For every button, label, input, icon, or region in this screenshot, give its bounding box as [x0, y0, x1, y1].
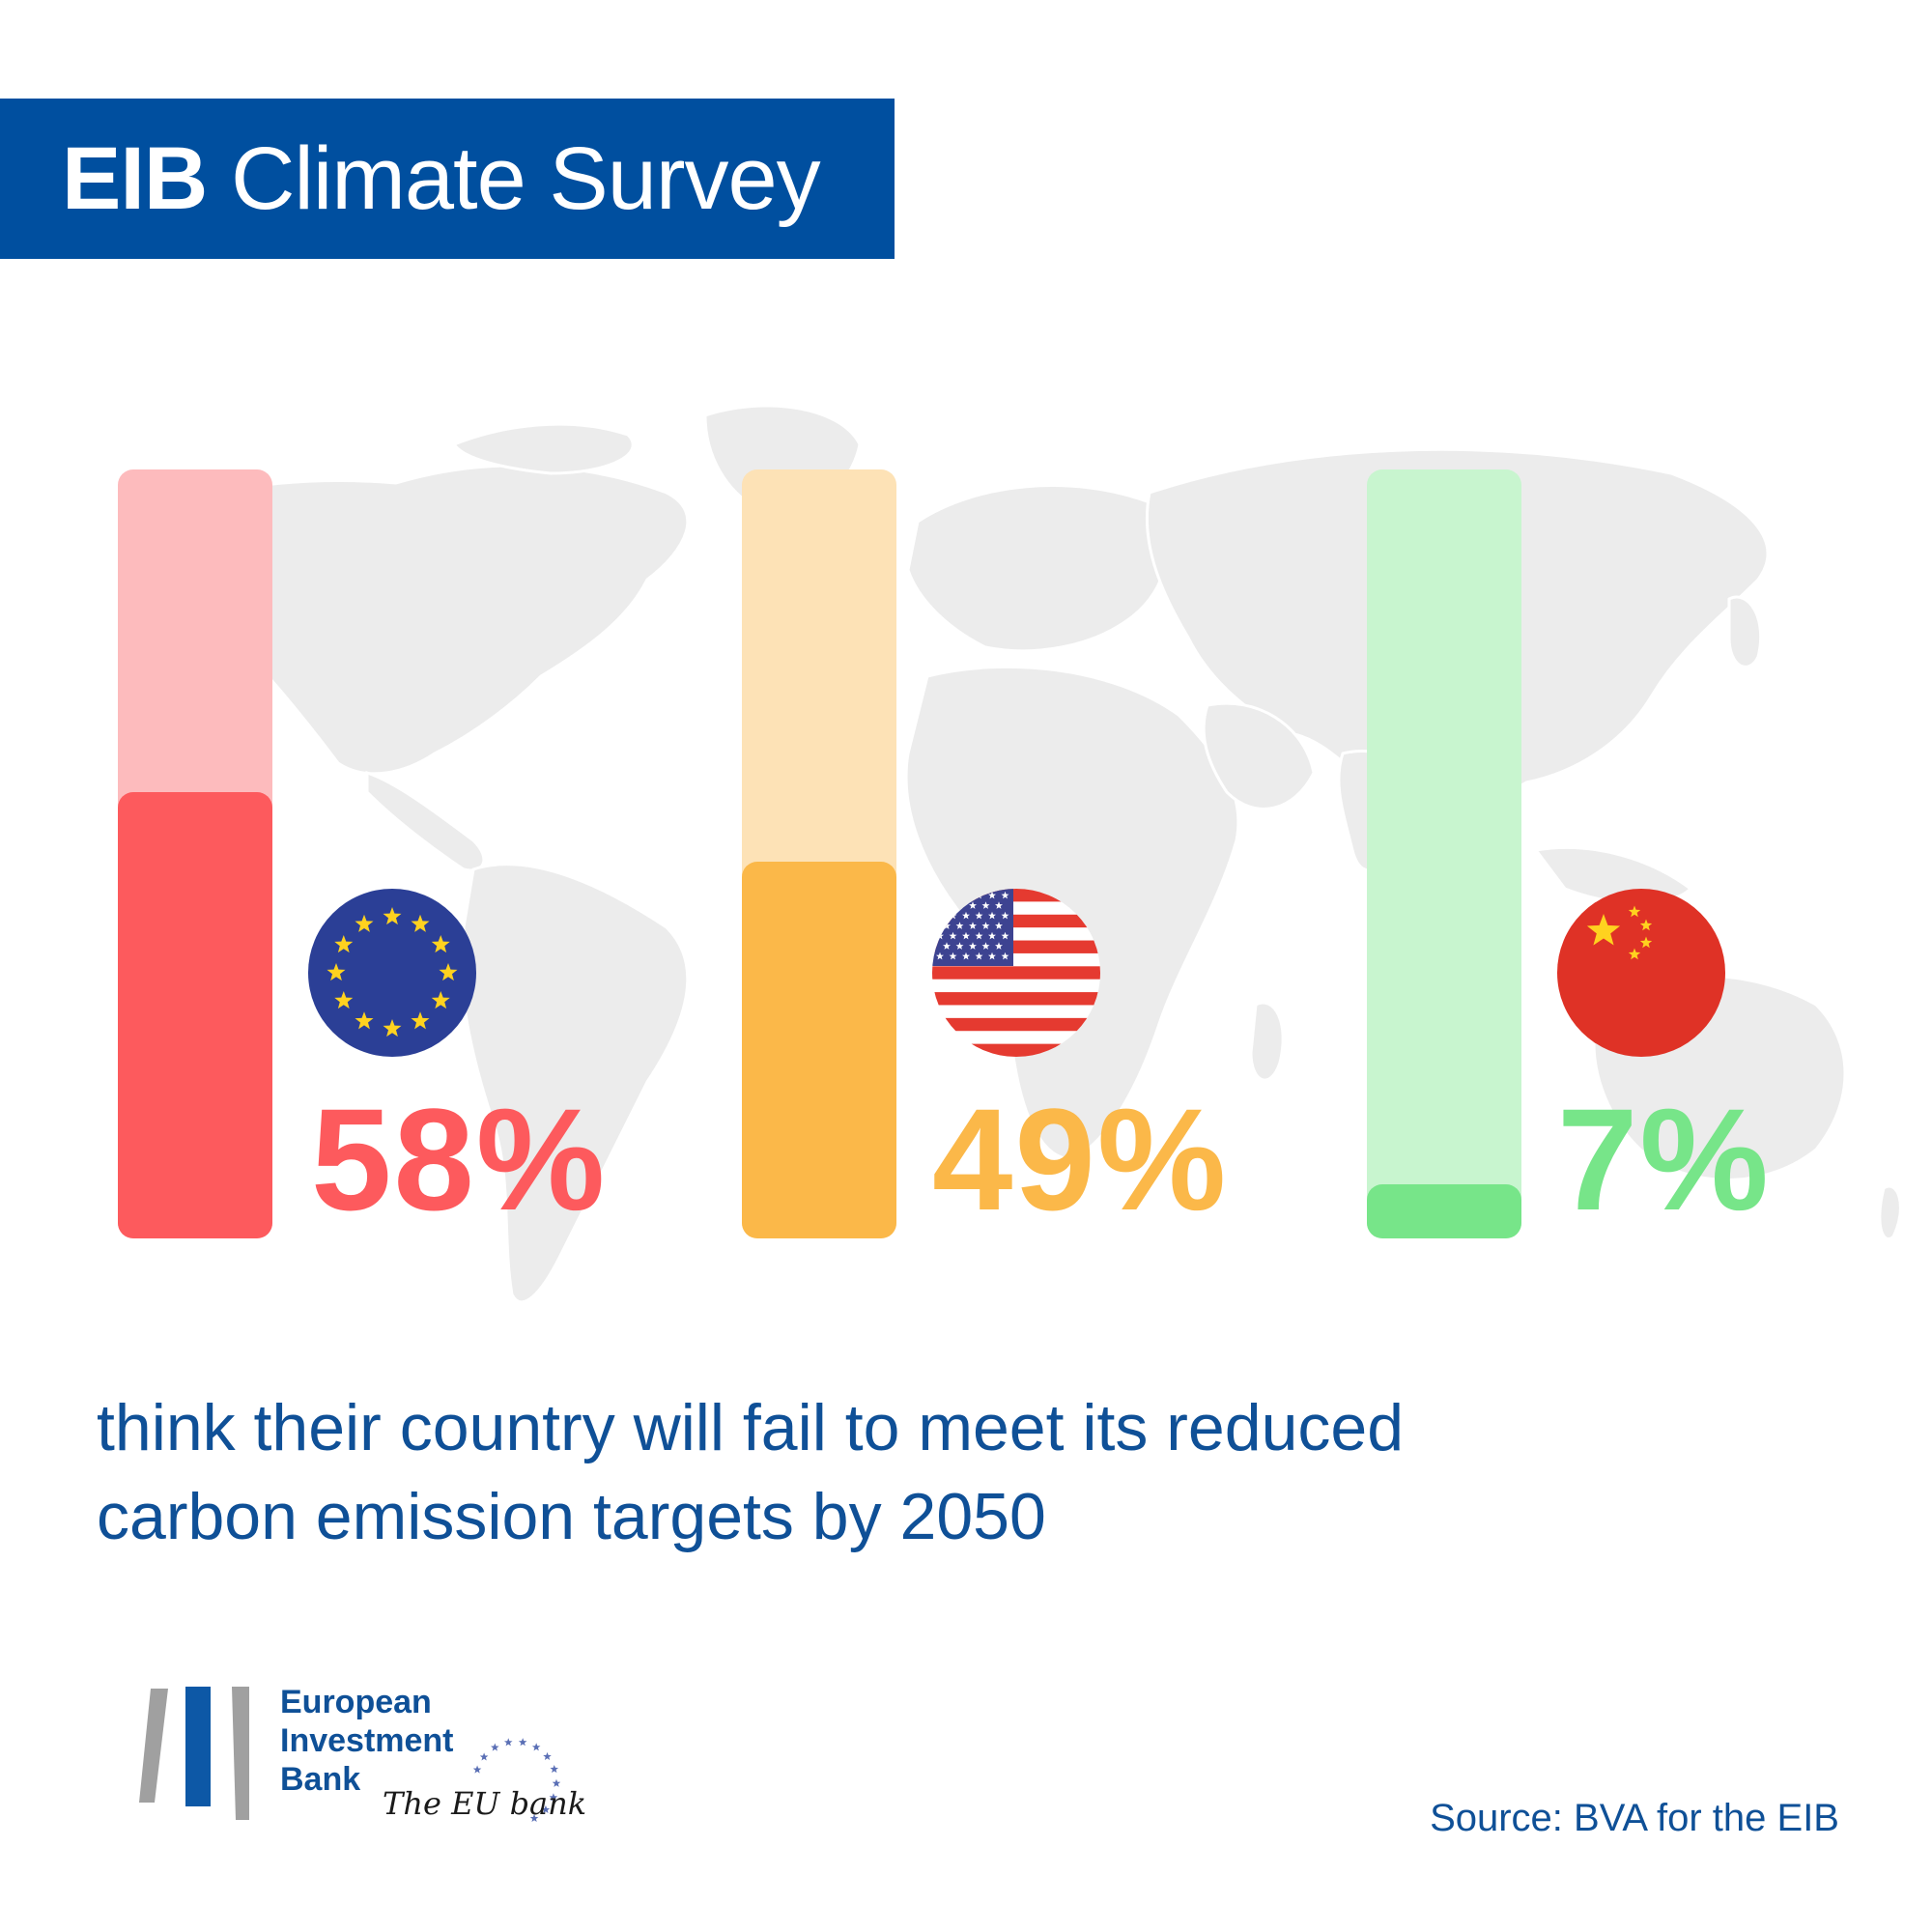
logo-tagline: The EU bank — [383, 1785, 587, 1822]
caption-line-1: think their country will fail to meet it… — [97, 1391, 1405, 1464]
eu-flag-icon — [308, 889, 476, 1057]
value-label-china: 7% — [1557, 1078, 1771, 1240]
logo-line-1: European — [280, 1684, 432, 1720]
header-banner: EIB Climate Survey — [0, 99, 895, 259]
source-note: Source: BVA for the EIB — [1430, 1797, 1839, 1839]
eib-logo — [139, 1687, 561, 1823]
bar-china — [1367, 1184, 1521, 1238]
logo-line-3: Bank — [280, 1761, 361, 1798]
caption-line-2: carbon emission targets by 2050 — [97, 1480, 1046, 1553]
logo-wordmark: European Investment Bank — [280, 1683, 454, 1799]
us-flag-icon — [932, 889, 1100, 1057]
china-flag-icon — [1557, 889, 1725, 1057]
bar-track-china — [1367, 469, 1521, 1238]
logo-line-2: Investment — [280, 1722, 454, 1759]
value-label-us: 49% — [932, 1078, 1229, 1240]
title-rest-part: Climate Survey — [230, 129, 821, 228]
value-label-eu: 58% — [311, 1078, 608, 1240]
title-bold-part: EIB — [62, 129, 208, 228]
bar-us — [742, 862, 896, 1238]
caption-text: think their country will fail to meet it… — [97, 1383, 1797, 1561]
page-title: EIB Climate Survey — [62, 126, 821, 232]
world-map-background — [114, 404, 1902, 1304]
bar-eu — [118, 792, 272, 1238]
